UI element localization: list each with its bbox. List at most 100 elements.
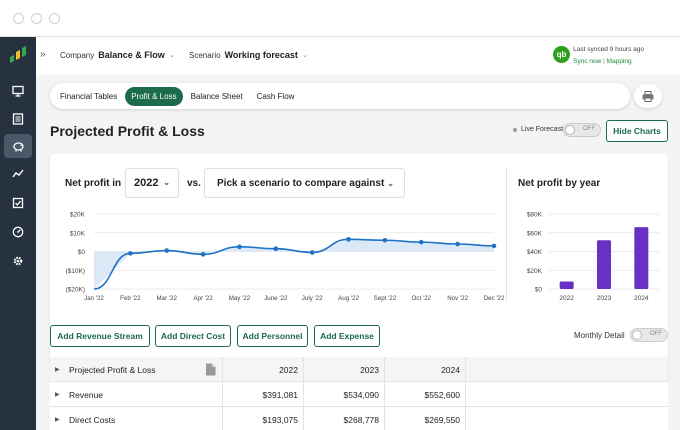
window-maximize-dot[interactable]	[49, 13, 60, 24]
add-expense-button[interactable]: Add Expense	[314, 325, 380, 347]
sidebar-item-settings[interactable]	[4, 249, 32, 273]
table-cell: $391,081	[262, 389, 298, 400]
y-tick-label: $0	[78, 249, 86, 256]
data-point	[128, 251, 133, 256]
x-tick-label: May '22	[229, 295, 251, 302]
net-profit-in-label: Net profit in	[65, 178, 122, 189]
sidebar	[0, 37, 36, 430]
hide-charts-button[interactable]: Hide Charts	[606, 120, 668, 142]
x-tick-label: June '22	[264, 295, 288, 302]
row-label: Revenue	[69, 389, 104, 400]
ledger-icon	[12, 113, 24, 125]
print-button[interactable]	[634, 84, 662, 108]
table-cell: $552,600	[424, 389, 460, 400]
table-cell: $193,075	[262, 414, 298, 425]
series-line	[93, 238, 495, 290]
chart-divider	[506, 168, 507, 302]
y-tick-label: $10K	[70, 230, 86, 237]
window-close-dot[interactable]	[13, 13, 24, 24]
y-tick-label: ($10K)	[65, 268, 85, 275]
data-point	[309, 250, 315, 255]
chevron-down-icon: ⌄	[387, 179, 394, 188]
x-tick-label: Dec '22	[484, 295, 505, 302]
charts-card: Net profit in 2022 ⌄ vs. Pick a scenario…	[50, 154, 668, 383]
x-tick-label: July '22	[302, 295, 323, 302]
monthly-detail-toggle[interactable]: OFF	[630, 328, 668, 342]
x-tick-label: Apr '22	[193, 295, 213, 302]
y-tick-label: $40K	[527, 249, 543, 256]
expand-row-icon[interactable]: ▶	[55, 367, 60, 373]
column-header-2022: 2022	[279, 364, 298, 375]
company-label: Company	[60, 50, 95, 60]
scenario-selector[interactable]: Scenario Working forecast ⌄	[189, 50, 308, 60]
x-tick-label: Nov '22	[447, 295, 468, 302]
data-point	[382, 237, 388, 243]
net-profit-bar-chart: $80K $60K $40K $20K $0 2022 2023 2024	[527, 212, 660, 302]
x-tick-label: Oct '22	[412, 295, 432, 302]
window-titlebar	[0, 0, 680, 37]
gauge-icon	[12, 226, 24, 238]
company-value: Balance & Flow	[98, 50, 165, 60]
scenario-label: Scenario	[189, 50, 221, 60]
column-divider	[384, 357, 385, 430]
tab-profit-loss[interactable]: Profit & Loss	[125, 86, 183, 106]
export-file-icon[interactable]	[205, 357, 216, 382]
sync-status-text: Last synced 9 hours ago	[573, 46, 644, 53]
mapping-link[interactable]: Mapping	[606, 58, 632, 65]
x-tick-label: Jan '22	[84, 295, 104, 302]
status-dot-icon	[513, 127, 517, 132]
report-tabs: Financial Tables Profit & Loss Balance S…	[50, 83, 630, 109]
sidebar-item-ledger[interactable]	[4, 107, 32, 131]
toggle-off-label: OFF	[650, 331, 662, 337]
add-personnel-button[interactable]: Add Personnel	[237, 325, 308, 347]
app-logo-icon[interactable]	[8, 45, 28, 70]
x-tick-label: Feb '22	[120, 295, 141, 302]
toggle-knob	[565, 125, 575, 135]
piggy-bank-icon	[12, 142, 24, 152]
data-point	[346, 237, 351, 242]
tab-financial-tables[interactable]: Financial Tables	[60, 91, 118, 101]
compare-scenario-dropdown[interactable]: Pick a scenario to compare against ⌄	[204, 168, 405, 198]
sidebar-item-tasks[interactable]	[4, 191, 32, 215]
table-row[interactable]: ▶ Direct Costs $193,075 $268,778 $269,55…	[50, 407, 668, 430]
expand-sidebar-icon[interactable]: »	[40, 49, 46, 60]
sidebar-item-trends[interactable]	[4, 162, 32, 186]
column-divider	[465, 357, 466, 430]
trend-line-icon	[12, 169, 24, 178]
sidebar-item-forecast[interactable]	[4, 134, 32, 158]
window-minimize-dot[interactable]	[31, 13, 42, 24]
y-tick-label: $60K	[527, 230, 543, 237]
page-title: Projected Profit & Loss	[50, 123, 205, 139]
sidebar-item-metrics[interactable]	[4, 220, 32, 244]
add-direct-cost-button[interactable]: Add Direct Cost	[155, 325, 231, 347]
x-tick-label: Sept '22	[374, 295, 397, 302]
chevron-down-icon: ⌄	[168, 52, 175, 59]
live-forecast-toggle[interactable]: OFF	[563, 123, 601, 137]
tab-balance-sheet[interactable]: Balance Sheet	[190, 91, 243, 101]
column-divider	[222, 357, 223, 430]
net-profit-line-chart: $20K $10K $0 ($10K) ($20K)Jan '22 Feb '22 Mar …	[65, 212, 505, 303]
sync-now-link[interactable]: Sync now	[573, 58, 602, 65]
table-row[interactable]: ▶ Revenue $391,081 $534,090 $552,600	[50, 382, 668, 407]
y-tick-label: ($20K)	[65, 287, 85, 294]
data-point	[273, 246, 279, 251]
top-bar: » Company Balance & Flow ⌄ Scenario Work…	[36, 37, 680, 75]
live-forecast-label: Live Forecast	[513, 126, 563, 133]
main-content: Financial Tables Profit & Loss Balance S…	[36, 75, 680, 430]
table-cell: $269,550	[424, 414, 460, 425]
company-selector[interactable]: Company Balance & Flow ⌄	[60, 50, 175, 60]
data-point	[237, 244, 242, 250]
bar	[634, 227, 649, 289]
x-tick-label: 2024	[634, 295, 649, 302]
add-revenue-stream-button[interactable]: Add Revenue Stream	[50, 325, 150, 347]
profit-loss-table: ▶ Projected Profit & Loss 2022 2023 2024…	[50, 357, 668, 430]
y-tick-label: $20K	[527, 268, 543, 275]
sidebar-item-dashboard[interactable]	[4, 79, 32, 103]
expand-row-icon[interactable]: ▶	[55, 392, 60, 398]
tab-cash-flow[interactable]: Cash Flow	[256, 91, 295, 101]
year-dropdown[interactable]: 2022 ⌄	[125, 168, 179, 198]
compare-scenario-placeholder: Pick a scenario to compare against	[217, 177, 385, 189]
expand-row-icon[interactable]: ▶	[55, 417, 60, 423]
quickbooks-logo-icon: qb	[553, 46, 570, 63]
table-header-row: ▶ Projected Profit & Loss 2022 2023 2024	[50, 357, 668, 382]
